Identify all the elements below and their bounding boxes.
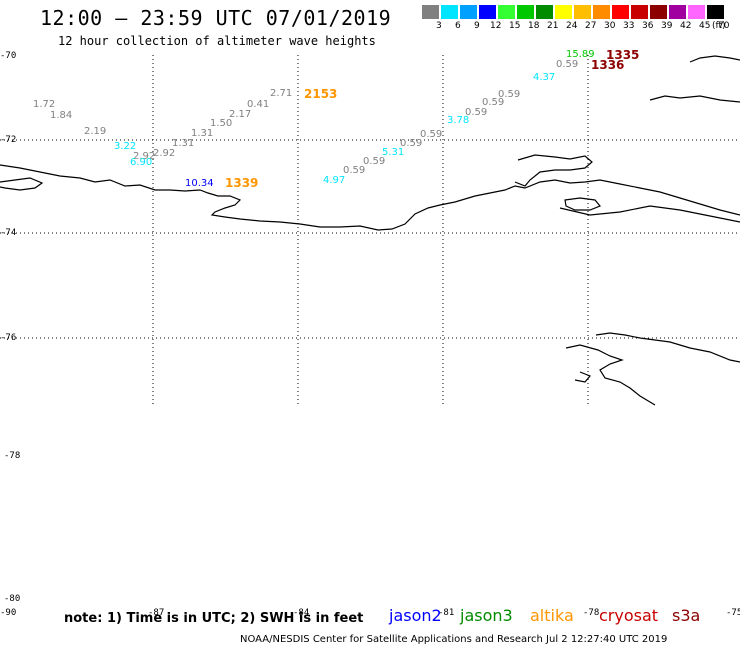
colorbar-swatch [555,5,572,19]
swh-observation: 2.92 [133,151,156,162]
coastline-south-1 [595,332,740,363]
colorbar-label: 39 [661,21,673,31]
coastline-south-islet [574,371,591,383]
colorbar-label: 33 [623,21,635,31]
colorbar-label: 6 [455,21,461,31]
swh-observation: 0.59 [498,89,521,100]
coastline-west-island [0,177,44,191]
coastline-main [0,164,740,231]
swh-observation: 1.31 [191,128,214,139]
page-title: 12:00 – 23:59 UTC 07/01/2019 [40,6,392,30]
swh-observation: 1.31 [172,138,195,149]
pass-time: 2153 [304,87,338,101]
graticule [0,55,740,405]
pass-time: 1336 [591,58,625,72]
legend-altika: altika [530,606,574,625]
colorbar-swatch [631,5,648,19]
swh-observation: 5.31 [382,147,405,158]
swh-observation: 0.59 [465,107,488,118]
units-note: note: 1) Time is in UTC; 2) SWH is in fe… [64,611,364,626]
colorbar-label: 36 [642,21,654,31]
swh-observation: 0.59 [556,59,579,70]
swh-observation: 0.59 [420,129,443,140]
colorbar-label: 30 [604,21,616,31]
swh-observation: 6.90 [130,157,153,168]
colorbar-label: 12 [490,21,502,31]
colorbar-unit: (ft) [712,21,726,31]
colorbar-label: 42 [680,21,692,31]
colorbar-swatch [498,5,515,19]
page-subtitle: 12 hour collection of altimeter wave hei… [58,34,376,48]
lat-label: -90 [0,608,17,618]
swh-observation: 10.34 [185,178,214,189]
swh-observation: 2.92 [153,148,176,159]
colorbar-swatch [536,5,553,19]
lat-label: -70 [0,51,17,61]
swh-observation: 2.17 [229,109,252,120]
lat-label: -78 [4,451,21,461]
lat-label: -72 [0,135,17,145]
pass-time: 1339 [225,176,259,190]
swh-observation: 0.41 [247,99,270,110]
legend-jason3: jason3 [460,606,513,625]
coastline-ne-1 [689,55,740,63]
lon-label: -81 [438,608,455,618]
legend-cryosat: cryosat [599,606,659,625]
lon-label: -78 [583,608,600,618]
swh-observation: 0.59 [343,165,366,176]
colorbar-swatch [612,5,629,19]
colorbar-label: 45 [699,21,711,31]
colorbar-label: 24 [566,21,578,31]
lon-label: -75 [726,608,740,618]
footer-credit: NOAA/NESDIS Center for Satellite Applica… [240,634,668,645]
legend-jason2: jason2 [389,606,442,625]
colorbar-swatch [688,5,705,19]
colorbar-label: 21 [547,21,559,31]
colorbar-swatch [650,5,667,19]
coastline-east-island [564,197,601,211]
coastline-ne-2 [649,95,740,103]
coastline [0,55,740,406]
coastline-south-2 [565,344,656,406]
lon-label: -84 [293,608,310,618]
legend-s3a: s3a [672,606,701,625]
lon-label: -87 [148,608,165,618]
swh-observation: 0.59 [400,138,423,149]
colorbar-swatch [479,5,496,19]
swh-observation: 3.78 [447,115,470,126]
colorbar-label: 18 [528,21,540,31]
swh-observation: 1.84 [50,110,73,121]
coastline-east-shelf [559,205,740,223]
colorbar-swatch [517,5,534,19]
swh-observation: 2.19 [84,126,107,137]
colorbar-swatch [669,5,686,19]
swh-observation: 3.22 [114,141,137,152]
colorbar-label: 27 [585,21,597,31]
lat-label: -74 [0,228,17,238]
colorbar-label: 70 [718,21,730,31]
coastline-east-peninsula [514,154,593,187]
swh-observation: 4.37 [533,72,556,83]
swh-observation: 1.72 [33,99,56,110]
swh-observation: 15.89 [566,49,595,60]
colorbar-swatch [574,5,591,19]
colorbar-label: 9 [474,21,480,31]
swh-observation: 0.59 [363,156,386,167]
colorbar-swatch [593,5,610,19]
lat-label: -80 [4,594,21,604]
colorbar-swatch [422,5,439,19]
swh-observation: 0.59 [482,97,505,108]
swh-observation: 4.97 [323,175,346,186]
colorbar-swatch [441,5,458,19]
pass-time: 1335 [606,48,640,62]
colorbar-label: 15 [509,21,521,31]
lat-label: -76 [0,333,17,343]
colorbar-swatch [460,5,477,19]
colorbar-swatch [707,5,724,19]
swh-observation: 1.50 [210,118,233,129]
colorbar-label: 3 [436,21,442,31]
swh-observation: 2.71 [270,88,293,99]
